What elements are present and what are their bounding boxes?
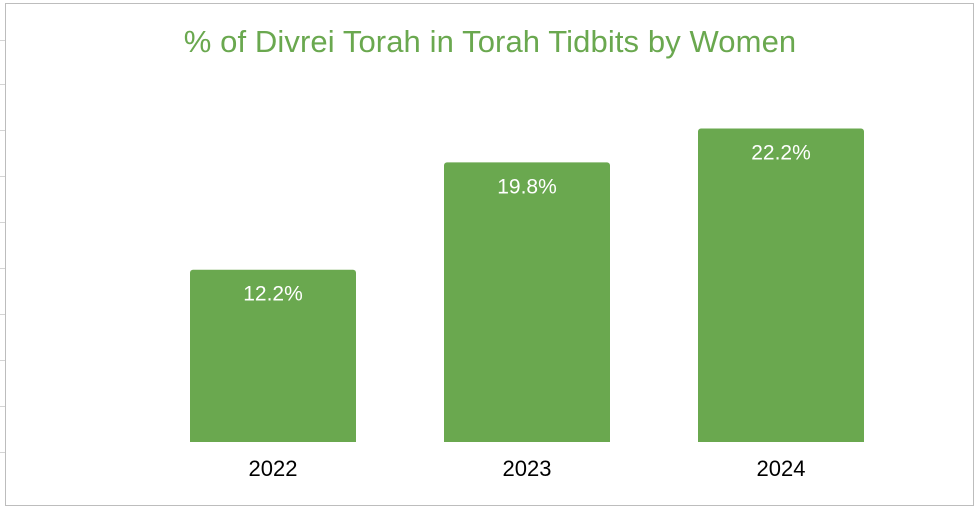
bar-2024[interactable] — [698, 128, 864, 442]
x-tick-label-2022: 2022 — [249, 456, 298, 481]
bar-base-2024 — [698, 438, 864, 442]
bar-2023[interactable] — [444, 162, 610, 443]
sheet-gridline — [0, 314, 8, 315]
bar-base-2022 — [190, 438, 356, 442]
data-label-2023: 19.8% — [497, 175, 557, 198]
bar-2022[interactable] — [190, 269, 356, 442]
sheet-gridline — [0, 40, 8, 41]
x-tick-label-2024: 2024 — [757, 456, 806, 481]
sheet-gridline — [0, 84, 8, 85]
sheet-gridline — [0, 130, 8, 131]
sheet-gridline — [0, 452, 8, 453]
data-label-2022: 12.2% — [243, 283, 303, 306]
data-label-2024: 22.2% — [751, 141, 811, 164]
sheet-gridline — [0, 406, 8, 407]
bar-base-2023 — [444, 438, 610, 442]
sheet-gridline — [0, 222, 8, 223]
chart-title: % of Divrei Torah in Torah Tidbits by Wo… — [183, 24, 797, 59]
sheet-gridline — [0, 360, 8, 361]
sheet-gridline — [0, 268, 8, 269]
sheet-gridline — [0, 176, 8, 177]
x-tick-label-2023: 2023 — [503, 456, 552, 481]
